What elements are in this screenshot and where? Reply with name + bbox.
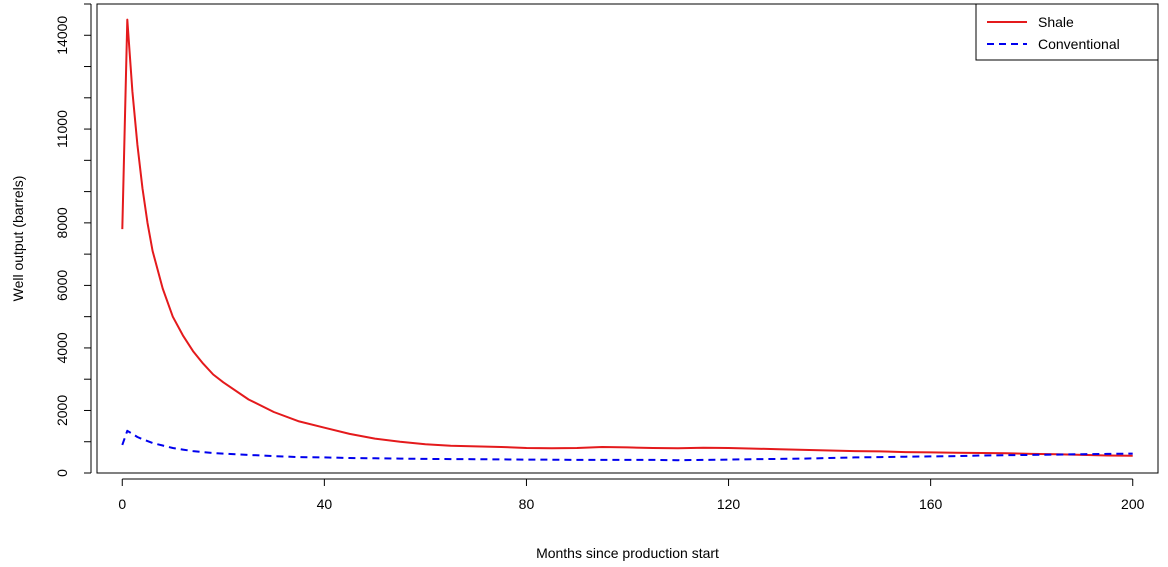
y-tick-label: 8000 bbox=[54, 207, 70, 238]
legend-box bbox=[975, 3, 1159, 61]
y-tick-label: 0 bbox=[54, 469, 70, 477]
y-tick-label: 4000 bbox=[54, 332, 70, 363]
x-tick-label: 0 bbox=[118, 496, 126, 512]
y-tick-label: 2000 bbox=[54, 395, 70, 426]
x-tick-label: 160 bbox=[919, 496, 943, 512]
y-tick-label: 6000 bbox=[54, 270, 70, 301]
legend-label-conventional: Conventional bbox=[1038, 36, 1120, 52]
x-tick-label: 80 bbox=[519, 496, 535, 512]
x-tick-label: 120 bbox=[717, 496, 741, 512]
x-tick-label: 200 bbox=[1121, 496, 1145, 512]
y-tick-label: 11000 bbox=[54, 110, 70, 148]
legend-label-shale: Shale bbox=[1038, 14, 1074, 30]
x-tick-label: 40 bbox=[317, 496, 333, 512]
y-axis-title: Well output (barrels) bbox=[10, 176, 26, 302]
y-tick-label: 14000 bbox=[54, 16, 70, 55]
series-line-conventional bbox=[121, 429, 1133, 462]
series-line-shale bbox=[121, 18, 1133, 457]
plot-area-frame bbox=[96, 3, 1159, 474]
x-axis-title: Months since production start bbox=[536, 545, 719, 561]
